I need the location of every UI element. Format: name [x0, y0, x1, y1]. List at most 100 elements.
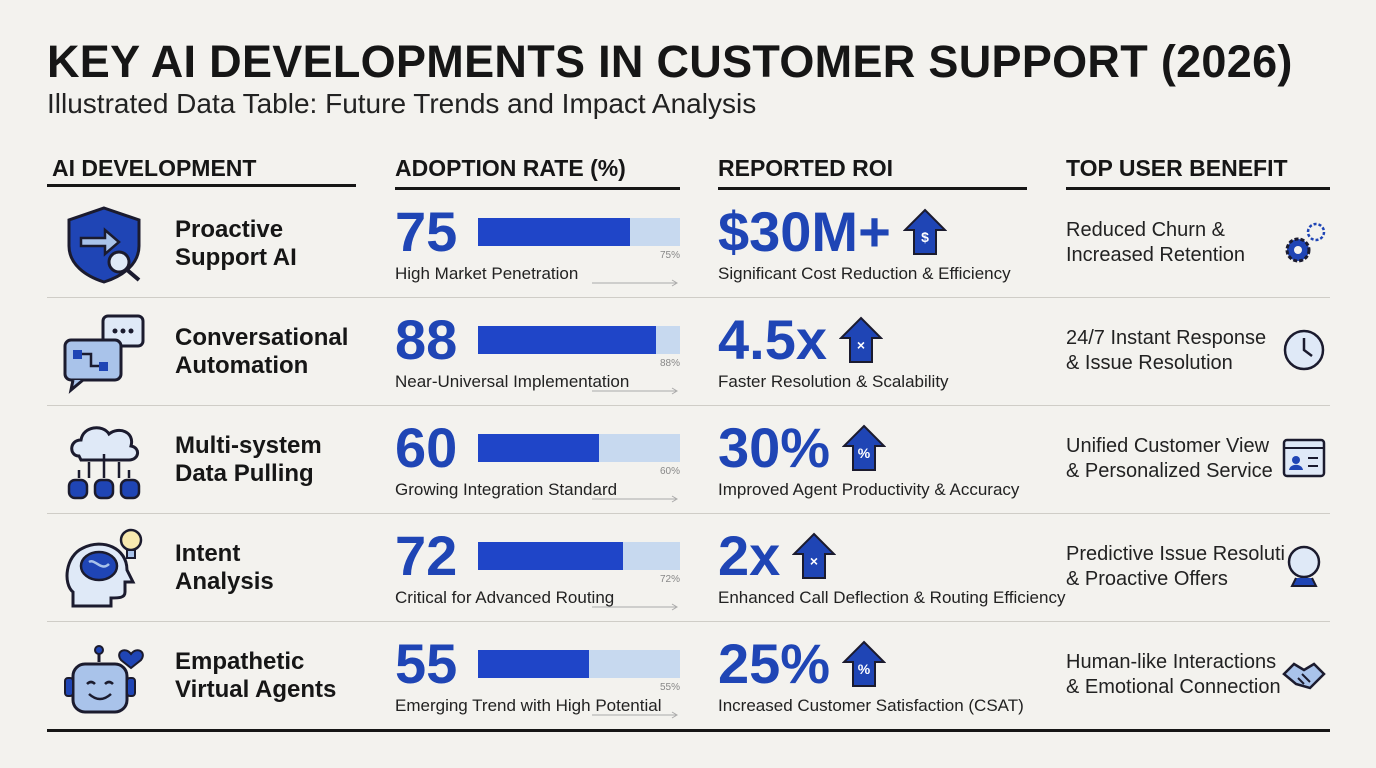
adoption-label: 88%: [659, 358, 680, 369]
roi-note: Significant Cost Reduction & Efficiency: [718, 264, 1011, 283]
name-line: Conversational: [175, 324, 349, 351]
roi-block: 2x ×: [718, 524, 837, 587]
column-header: REPORTED ROI: [718, 155, 1027, 190]
benefit: Unified Customer View & Personalized Serv…: [1066, 434, 1273, 484]
name-line: Support AI: [175, 244, 297, 271]
column-header: AI DEVELOPMENT: [47, 155, 356, 187]
up-arrow: ×: [791, 532, 837, 579]
icon-graphic: [65, 528, 143, 608]
title: KEY AI DEVELOPMENTS IN CUSTOMER SUPPORT …: [47, 36, 1293, 87]
name-line: Multi-system: [175, 432, 322, 459]
roi-note: Faster Resolution & Scalability: [718, 372, 949, 391]
benefit-line: & Proactive Offers: [1066, 568, 1228, 590]
adoption-note: High Market Penetration: [395, 264, 579, 283]
benefit: Human-like Interactions & Emotional Conne…: [1066, 650, 1281, 700]
row-icon: [59, 526, 149, 610]
arrow-line: [592, 279, 678, 287]
icon-graphic: [1287, 545, 1321, 587]
adoption-value: 72: [395, 524, 458, 587]
adoption-value: 60: [395, 416, 458, 479]
benefit-icon: [1280, 650, 1328, 698]
bar-track: [478, 434, 680, 462]
arrow-line: [592, 495, 678, 503]
table-row: Multi-system Data Pulling 60 60% Growing Int…: [47, 406, 1330, 514]
roi-block: 25%%: [718, 632, 887, 695]
icon-graphic: [1282, 438, 1326, 478]
roi-badge: %: [841, 424, 887, 472]
name-line: Intent: [175, 540, 241, 567]
bar-track: [478, 326, 680, 354]
development-name: Proactive Support AI: [175, 216, 297, 272]
adoption-note: Emerging Trend with High Potential: [395, 696, 662, 715]
roi-note: Increased Customer Satisfaction (CSAT): [718, 696, 1024, 715]
name-line: Virtual Agents: [175, 676, 337, 703]
row-icon: [59, 634, 149, 718]
arrow-line: [592, 711, 678, 719]
up-arrow: $: [902, 208, 948, 255]
table-row: Empathetic Virtual Agents 55 55% Emerging Tr…: [47, 622, 1330, 732]
adoption-bar: [478, 434, 600, 462]
roi-block: $30M+ $: [718, 204, 948, 260]
icon-graphic: [67, 206, 141, 284]
table-row: Intent Analysis 72 72% Critical for Advanced…: [47, 514, 1330, 622]
benefit-line: Increased Retention: [1066, 244, 1246, 266]
roi-block: 4.5x ×: [718, 308, 884, 371]
row-icon: [59, 310, 149, 394]
roi-note: Improved Agent Productivity & Accuracy: [718, 480, 1020, 499]
roi-badge: $: [902, 208, 948, 256]
note-arrow: [592, 598, 680, 611]
benefit-icon: [1280, 542, 1328, 590]
benefit-line: & Personalized Service: [1066, 460, 1273, 482]
benefit-line: 24/7 Instant Response: [1066, 327, 1267, 349]
icon-graphic: [64, 645, 144, 714]
roi-value: 2x: [718, 524, 781, 587]
icon-graphic: [1285, 222, 1326, 263]
roi-note: Enhanced Call Deflection & Routing Effic…: [718, 588, 1066, 607]
table-row: Proactive Support AI 75 75% High Market Pene…: [47, 190, 1330, 298]
adoption-value: 75: [395, 200, 458, 263]
benefit-line: Human-like Interactions: [1066, 651, 1277, 673]
note-arrow: [592, 274, 680, 287]
adoption-label: 60%: [659, 466, 680, 477]
note-arrow: [592, 490, 680, 503]
roi-badge: ×: [791, 532, 837, 580]
adoption-note: Near-Universal Implementation: [395, 372, 630, 391]
benefit-icon: [1280, 326, 1328, 374]
adoption-bar: [478, 650, 590, 678]
roi-value: 4.5x: [718, 308, 827, 371]
adoption-note: Growing Integration Standard: [395, 480, 618, 499]
note-arrow: [592, 706, 680, 719]
badge-symbol: $: [921, 229, 929, 245]
icon-graphic: [67, 426, 141, 500]
bar-track: [478, 542, 680, 570]
development-name: Empathetic Virtual Agents: [175, 648, 336, 704]
adoption-label: 75%: [659, 250, 680, 261]
development-name: Multi-system Data Pulling: [175, 432, 322, 488]
adoption-note: Critical for Advanced Routing: [395, 588, 615, 607]
benefit-line: & Emotional Connection: [1066, 676, 1281, 698]
subtitle: Illustrated Data Table: Future Trends an…: [47, 88, 757, 119]
bar-track: [478, 218, 680, 246]
row-icon: [59, 202, 149, 286]
development-name: Intent Analysis: [175, 540, 274, 596]
benefit: Predictive Issue Resoluti & Proactive Off…: [1066, 542, 1285, 592]
badge-symbol: %: [858, 445, 871, 461]
benefit: Reduced Churn & Increased Retention: [1066, 218, 1245, 268]
roi-block: 30%%: [718, 420, 887, 476]
icon-graphic: [1282, 662, 1326, 690]
name-line: Automation: [175, 352, 309, 379]
arrow-line: [592, 387, 678, 395]
benefit-line: Unified Customer View: [1066, 435, 1270, 457]
bar-track: [478, 650, 680, 678]
up-arrow: %: [841, 640, 887, 687]
up-arrow: ×: [838, 316, 884, 363]
note-arrow: [592, 382, 680, 395]
badge-symbol: %: [858, 661, 871, 677]
roi-value: 25%: [718, 632, 831, 695]
adoption-label: 55%: [659, 682, 680, 693]
adoption-value: 88: [395, 308, 458, 371]
roi-badge: %: [841, 640, 887, 688]
up-arrow: %: [841, 424, 887, 471]
badge-symbol: ×: [810, 553, 818, 569]
